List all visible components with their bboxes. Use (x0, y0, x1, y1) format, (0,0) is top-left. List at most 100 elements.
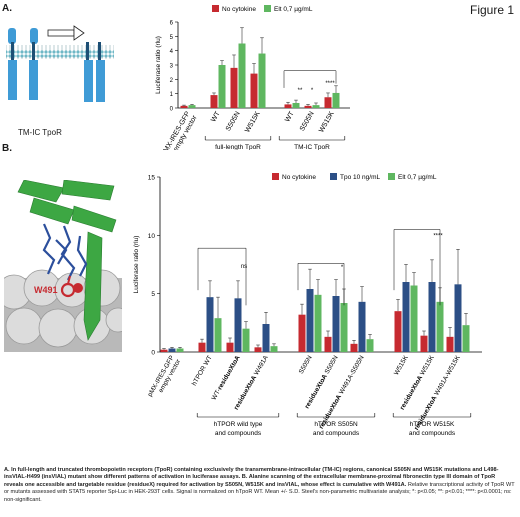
full-length-receptor-right (29, 28, 38, 100)
bar (324, 97, 332, 108)
bar (314, 294, 322, 352)
bar (160, 349, 168, 352)
legend-label: Elt 0,7 µg/mL (398, 174, 437, 181)
category-label: W515K (393, 354, 410, 377)
bar (436, 301, 444, 352)
w491-residue (60, 275, 83, 298)
side-chain-sticks (42, 223, 88, 281)
bar (176, 348, 184, 352)
category-label: S505N (299, 111, 316, 133)
category-label: pMX-IRES-GFPempty vector (161, 110, 199, 150)
legend-swatch (272, 173, 279, 180)
bar (226, 342, 234, 352)
y-tick-label: 5 (170, 35, 174, 41)
bar (292, 102, 300, 108)
group-label-cont: and compounds (313, 430, 360, 437)
bar (230, 67, 238, 108)
receptor-schematic (6, 25, 114, 102)
y-axis-label: Luciferase ratio (rlu) (155, 36, 162, 94)
y-tick-label: 0 (170, 107, 174, 113)
bar (350, 343, 358, 352)
bar (188, 105, 196, 108)
y-tick-label: 6 (170, 21, 174, 27)
caption-a-bold: A. In full-length and truncated thrombop… (4, 467, 499, 481)
beta-strands (17, 180, 117, 341)
y-tick-label: 0 (151, 350, 155, 357)
w491-label: W491 (34, 285, 58, 295)
y-tick-label: 10 (148, 233, 156, 240)
bar (214, 318, 222, 352)
bar (270, 346, 278, 352)
bar (454, 284, 462, 352)
bar (410, 285, 418, 352)
bar (242, 328, 250, 352)
full-length-receptor-left (8, 28, 17, 100)
sig-label: * (341, 265, 344, 271)
figure-title: Figure 1 (470, 3, 515, 17)
group-label: full-length TpoR (215, 144, 261, 150)
category-label: S505N (298, 354, 314, 375)
y-tick-label: 4 (170, 49, 174, 55)
y-axis-label: Luciferase ratio (rlu) (133, 236, 140, 294)
category-label: WT-residueXtoA (211, 354, 242, 401)
bar (420, 335, 428, 352)
bar (340, 303, 348, 352)
bar (198, 342, 206, 352)
legend-swatch (388, 173, 395, 180)
tmic-receptor-right (96, 42, 105, 102)
bar (234, 298, 242, 352)
sig-label: **** (433, 234, 443, 240)
category-label: residueXtoA W491A-W515K (413, 354, 462, 432)
y-tick-label: 5 (151, 291, 155, 298)
membrane-bilayer (6, 45, 114, 59)
bar (462, 325, 470, 352)
bar (298, 314, 306, 352)
y-tick-label: 3 (170, 64, 174, 70)
sig-label: ns (241, 264, 247, 270)
panel-a-label: A. (2, 3, 12, 14)
bar (262, 324, 270, 352)
y-tick-label: 1 (170, 92, 174, 98)
legend-label: Elt 0,7 µg/mL (274, 6, 313, 13)
category-label: W515K (244, 110, 262, 134)
group-label: hTPOR W515K (410, 421, 455, 428)
bar (312, 105, 320, 108)
bar (394, 311, 402, 352)
bar (168, 348, 176, 352)
conversion-arrow-icon (47, 25, 85, 41)
legend-swatch (212, 5, 219, 12)
group-label-cont: and compounds (215, 430, 262, 437)
tmic-receptor-left (84, 42, 93, 102)
bar (238, 43, 246, 108)
bar (258, 53, 266, 108)
category-label: S505N (225, 111, 242, 133)
group-label-cont: and compounds (409, 430, 456, 437)
group-label: hTPOR S505N (314, 421, 358, 428)
caption-rest: Relative transcriptional activity of Tpo… (4, 481, 515, 503)
legend-label: Tpo 10 ng/mL (340, 174, 380, 181)
caption-b-bold: B. Alanine scanning of the extracellular… (4, 474, 496, 488)
bar (304, 105, 312, 108)
category-label: hTPOR WT (191, 354, 214, 387)
bar (332, 92, 340, 108)
tmic-tpor-label: TM-IC TpoR (18, 128, 62, 137)
category-label: W515K (318, 110, 336, 134)
y-tick-label: 2 (170, 78, 174, 84)
category-label: residueXtoA W491A-S505N (318, 354, 366, 430)
bar (366, 339, 374, 352)
panel-b-chart: 0 5 10 15 Luciferase ratio (rlu) pMX-IRES-GFP… (133, 173, 482, 437)
bar (254, 347, 262, 352)
category-label: WT (284, 110, 296, 124)
group-label: hTPOR wild type (214, 421, 263, 428)
category-label: pMX-IRES-GFPempty vector (147, 354, 183, 402)
bar (180, 105, 188, 108)
bar (306, 289, 314, 352)
group-label: TM-IC TpoR (294, 144, 330, 150)
sig-label: ** (298, 88, 303, 94)
bar (210, 95, 218, 108)
legend-label: No cytokine (282, 174, 316, 181)
legend-label: No cytokine (222, 6, 256, 13)
legend-swatch (330, 173, 337, 180)
panel-a-chart: 0 1 2 3 4 5 6 Luciferase ratio (rlu) pMX-IRES-GF… (155, 5, 350, 150)
sig-label: **** (325, 81, 335, 87)
